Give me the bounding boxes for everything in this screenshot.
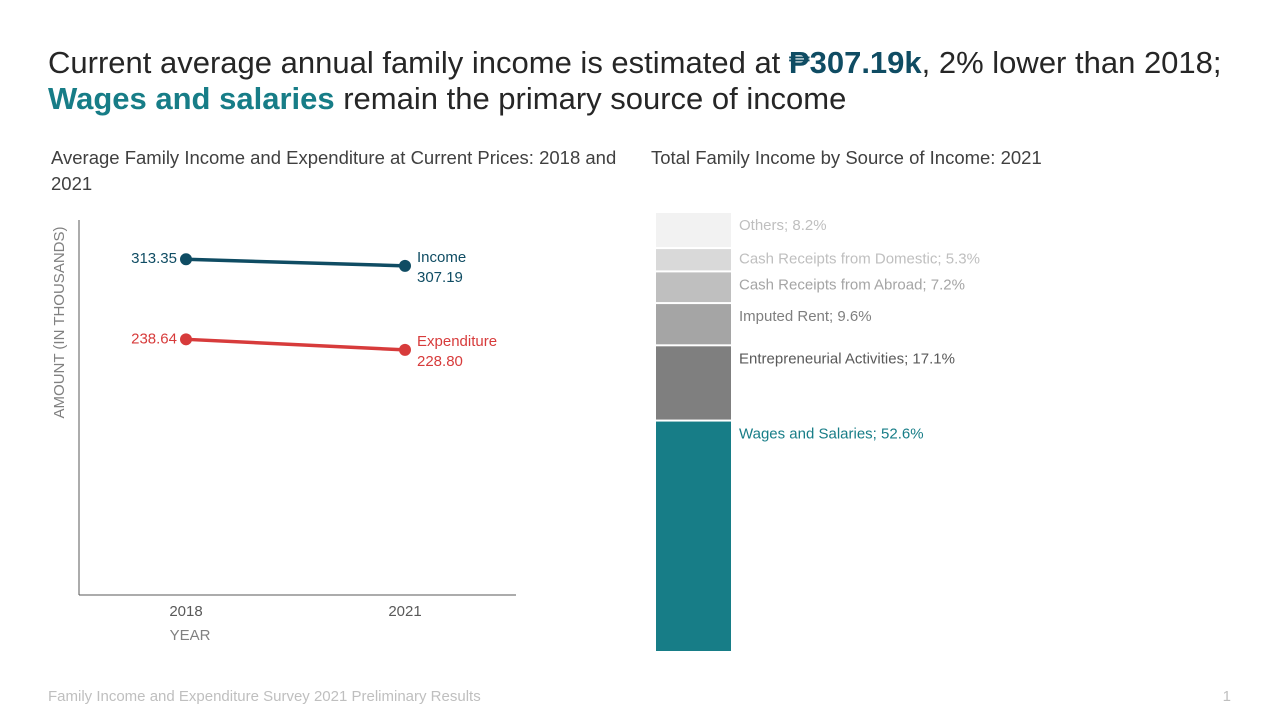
data-label: 228.80	[417, 353, 463, 370]
chart-title: Total Family Income by Source of Income:…	[651, 147, 1042, 168]
page-number: 1	[1223, 688, 1231, 705]
point	[180, 253, 192, 266]
title-part: Current average annual family income is …	[48, 45, 789, 80]
bar-segment	[656, 304, 731, 345]
line	[185, 337, 406, 352]
point	[399, 259, 411, 272]
title-part: remain the primary source of income	[334, 81, 847, 116]
x-tick-label: 2021	[388, 603, 421, 620]
y-axis-label: AMOUNT (IN THOUSANDS)	[51, 227, 68, 419]
title-part: Wages and salaries	[48, 81, 335, 116]
series-label: Income	[417, 249, 466, 266]
data-label: 313.35	[131, 250, 177, 267]
footer: Family Income and Expenditure Survey 202…	[48, 688, 481, 705]
title-part: , 2% lower than 2018;	[921, 45, 1222, 80]
data-label: 238.64	[131, 330, 177, 347]
bar-segment	[656, 272, 731, 303]
chart-title: Average Family Income and Expenditure at…	[51, 147, 617, 194]
bar-segment	[656, 346, 731, 420]
segment-label: Wages and Salaries; 52.6%	[739, 426, 924, 443]
segment-label: Entrepreneurial Activities; 17.1%	[739, 350, 955, 367]
slide-title: Current average annual family income is …	[48, 45, 1228, 117]
bar-segment	[656, 421, 731, 651]
segment-label: Cash Receipts from Domestic; 5.3%	[739, 251, 980, 268]
bar-segment	[656, 249, 731, 271]
title-part: ₱307.19k	[788, 45, 922, 80]
line	[185, 257, 406, 268]
segment-label: Others; 8.2%	[739, 217, 827, 234]
segment-label: Cash Receipts from Abroad; 7.2%	[739, 276, 965, 293]
point	[399, 343, 411, 356]
data-label: 307.19	[417, 269, 463, 286]
bar-segment	[656, 213, 731, 248]
point	[180, 333, 192, 346]
series-label: Expenditure	[417, 333, 497, 350]
x-axis-label: YEAR	[170, 627, 211, 644]
x-tick-label: 2018	[169, 603, 202, 620]
segment-label: Imputed Rent; 9.6%	[739, 308, 872, 325]
